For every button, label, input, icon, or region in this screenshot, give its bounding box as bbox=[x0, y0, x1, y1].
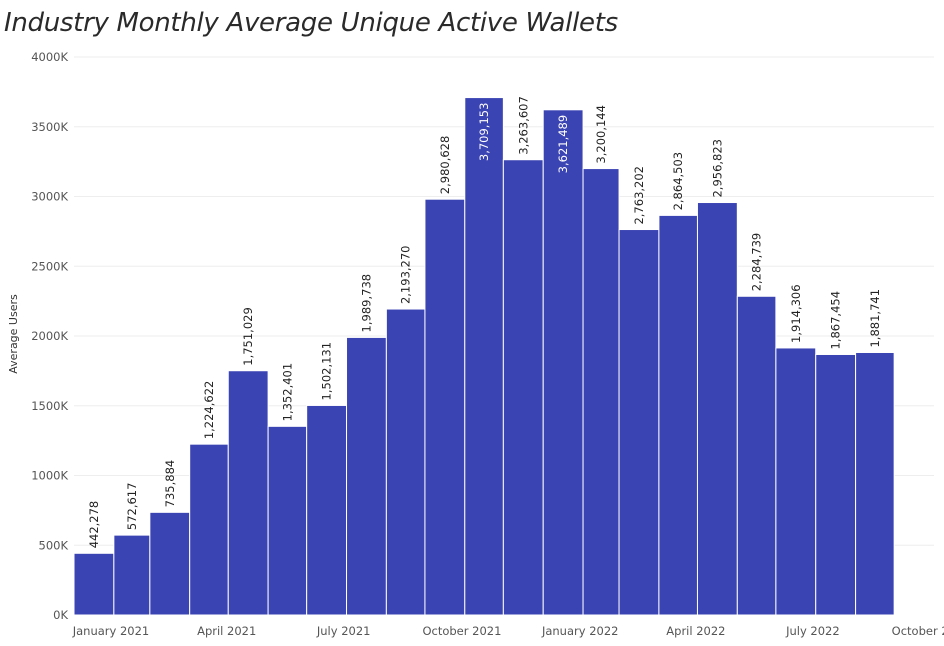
bar bbox=[424, 198, 466, 616]
bar-value-label: 2,284,739 bbox=[750, 233, 764, 292]
bar bbox=[189, 443, 229, 616]
bar bbox=[775, 347, 817, 616]
bar bbox=[149, 511, 191, 616]
bars bbox=[73, 97, 895, 616]
bar bbox=[267, 425, 308, 616]
bar bbox=[736, 295, 777, 616]
x-tick-label: April 2021 bbox=[197, 624, 256, 638]
bar-value-label: 1,352,401 bbox=[280, 363, 294, 422]
y-tick-label: 2500K bbox=[31, 259, 68, 273]
y-axis-label: Average Users bbox=[7, 294, 20, 374]
y-tick-label: 500K bbox=[39, 538, 69, 552]
x-tick-label: April 2022 bbox=[666, 624, 725, 638]
bar-value-label: 2,980,628 bbox=[438, 136, 452, 195]
bar bbox=[346, 336, 387, 616]
bar bbox=[502, 159, 544, 616]
x-tick-label: January 2021 bbox=[72, 624, 150, 638]
bar bbox=[815, 353, 857, 616]
bar-value-label: 2,956,823 bbox=[710, 139, 724, 198]
bar-value-label: 735,884 bbox=[163, 460, 177, 508]
bar-value-label: 3,621,489 bbox=[556, 115, 570, 174]
bar-value-label: 2,193,270 bbox=[399, 246, 413, 305]
bar-value-label: 1,881,741 bbox=[868, 289, 882, 348]
bar bbox=[306, 404, 348, 616]
y-tick-label: 4000K bbox=[31, 50, 68, 64]
bar bbox=[464, 97, 504, 616]
y-tick-label: 2000K bbox=[31, 329, 68, 343]
y-tick-label: 3000K bbox=[31, 190, 68, 204]
bar bbox=[227, 370, 269, 616]
bar bbox=[113, 534, 151, 616]
bar bbox=[855, 351, 895, 616]
bar-value-label: 1,502,131 bbox=[320, 342, 334, 401]
x-tick-label: July 2021 bbox=[316, 624, 371, 638]
bar bbox=[658, 214, 698, 616]
data-labels: 442,278 572,617 735,884 1,224,622 1,751,029 1… bbox=[87, 96, 882, 548]
bar-value-label: 1,224,622 bbox=[202, 381, 216, 440]
bar-value-label: 1,914,306 bbox=[789, 284, 803, 343]
x-tick-label: July 2022 bbox=[785, 624, 840, 638]
bar bbox=[542, 109, 584, 616]
bar-value-label: 442,278 bbox=[87, 501, 101, 549]
chart-title: Industry Monthly Average Unique Active W… bbox=[4, 8, 618, 38]
bar bbox=[73, 552, 115, 616]
y-tick-label: 3500K bbox=[31, 120, 68, 134]
bar-value-label: 3,263,607 bbox=[516, 96, 530, 155]
bar bbox=[582, 168, 620, 616]
bar bbox=[618, 229, 660, 616]
y-tick-label: 1000K bbox=[31, 469, 68, 483]
bar-value-label: 2,864,503 bbox=[671, 152, 685, 211]
axes: 0K 500K 1000K 1500K 2000K 2500K 3000K 3500K 4000… bbox=[7, 50, 944, 638]
bar-value-label: 2,763,202 bbox=[632, 166, 646, 225]
bar-value-label: 1,751,029 bbox=[241, 307, 255, 366]
x-tick-label: October 2021 bbox=[422, 624, 501, 638]
x-tick-label: October 2022 bbox=[892, 624, 944, 638]
x-tick-label: January 2022 bbox=[541, 624, 619, 638]
y-tick-label: 1500K bbox=[31, 399, 68, 413]
bar-value-label: 1,989,738 bbox=[359, 274, 373, 333]
bar bbox=[696, 202, 738, 616]
bar bbox=[385, 308, 426, 616]
bar-value-label: 3,709,153 bbox=[477, 103, 491, 162]
bar-value-label: 572,617 bbox=[125, 483, 139, 531]
bar-value-label: 3,200,144 bbox=[594, 105, 608, 164]
y-tick-label: 0K bbox=[53, 608, 68, 622]
bar-value-label: 1,867,454 bbox=[829, 291, 843, 350]
